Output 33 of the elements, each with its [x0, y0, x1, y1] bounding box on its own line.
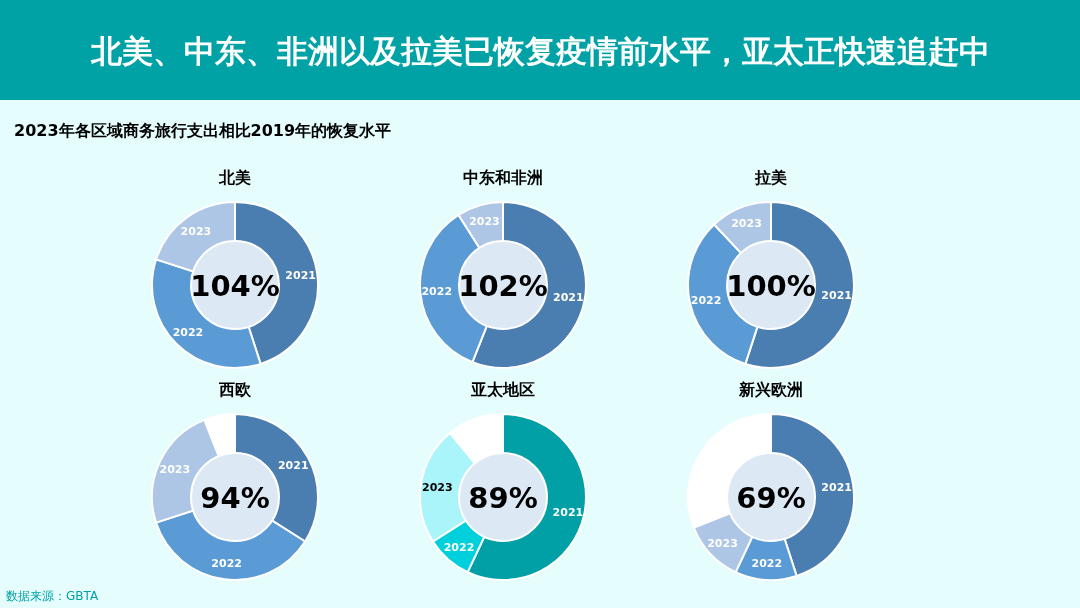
slice-label: 2022 — [421, 285, 453, 299]
slice-label: 2021 — [285, 268, 316, 282]
chart-title: 新兴欧洲 — [738, 380, 803, 399]
slice-label: 2021 — [277, 458, 309, 472]
slice-label: 2023 — [707, 536, 738, 550]
slice-label: 2023 — [731, 217, 762, 231]
text: 94% — [200, 481, 270, 515]
text: 89% — [468, 481, 538, 515]
slice-label: 2022 — [211, 556, 242, 570]
chart-title: 中东和非洲 — [463, 168, 543, 187]
text: 北美、中东、非洲以及拉美已恢复疫情前水平，亚太正快速追赶中 — [89, 33, 990, 69]
slice-label: 2023 — [422, 480, 453, 494]
slice-label: 2021 — [821, 480, 852, 494]
source-note: 数据来源：GBTA — [6, 589, 99, 603]
chart-title: 亚太地区 — [470, 380, 535, 399]
slice-label: 2023 — [159, 462, 191, 476]
text: 102% — [458, 269, 548, 303]
text: 2023年各区域商务旅行支出相比2019年的恢复水平 — [14, 121, 392, 140]
text: 100% — [726, 269, 816, 303]
slice-label: 2022 — [443, 540, 475, 554]
slice-label: 2023 — [180, 225, 212, 239]
slice-label: 2022 — [172, 326, 204, 340]
slice-label: 2023 — [469, 215, 500, 229]
text: 69% — [736, 481, 806, 515]
chart-title: 拉美 — [754, 168, 787, 187]
slice-label: 2021 — [553, 291, 584, 305]
chart-title: 北美 — [218, 168, 251, 187]
slice-label: 2021 — [821, 289, 852, 303]
text: 104% — [190, 269, 280, 303]
chart-title: 西欧 — [218, 380, 252, 399]
slice-label: 2022 — [690, 293, 722, 307]
slice-label: 2021 — [552, 505, 584, 519]
slice-label: 2022 — [751, 557, 783, 571]
